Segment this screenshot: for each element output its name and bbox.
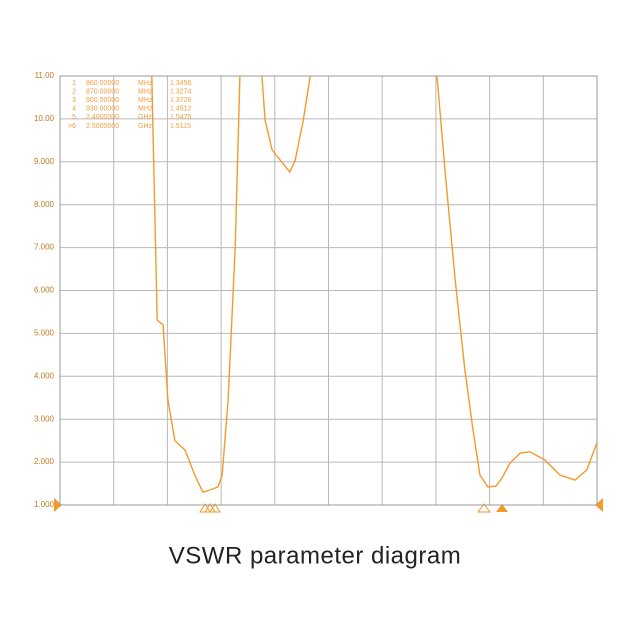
marker-frequency: 930.00000: [86, 106, 119, 113]
y-tick-label: 3.000: [34, 414, 55, 423]
y-tick-label: 11.00: [35, 71, 55, 80]
y-tick-label: 1.000: [34, 500, 55, 509]
marker-value: 1.5475: [170, 114, 192, 121]
marker-unit: MHz: [138, 80, 153, 87]
marker-frequency: 2.5000000: [86, 123, 119, 130]
ref-marker: [595, 498, 603, 512]
y-tick-label: 4.000: [34, 371, 55, 380]
marker-value: 1.3456: [170, 80, 192, 87]
y-tick-label: 10.00: [34, 114, 55, 123]
plot-frame: [59, 75, 598, 506]
y-tick-label: 7.000: [34, 243, 55, 252]
vswr-line: [151, 75, 598, 493]
marker-frequency: 900.00000: [86, 97, 119, 104]
marker-frequency: 870.00000: [86, 88, 119, 95]
marker-id: 4: [72, 106, 76, 113]
y-tick-label: 2.000: [34, 457, 55, 466]
marker-triangles: [199, 503, 491, 513]
marker-value: 1.3274: [170, 88, 192, 95]
marker-unit: GHz: [138, 123, 153, 130]
marker-frequency: 2.4000000: [86, 114, 119, 121]
y-tick-label: 5.000: [34, 329, 55, 338]
marker-frequency: 860.00000: [86, 80, 119, 87]
ref-marker: [54, 498, 62, 512]
active-marker: [496, 504, 508, 512]
marker-value: 1.5115: [170, 123, 191, 130]
marker-id: >6: [68, 123, 76, 130]
marker-id: 5: [72, 114, 76, 121]
marker-unit: MHz: [138, 97, 153, 104]
marker-unit: MHz: [138, 106, 153, 113]
marker-id: 2: [72, 88, 76, 95]
marker-unit: GHz: [138, 114, 153, 121]
marker-id: 3: [72, 97, 76, 104]
chart-title: VSWR parameter diagram: [169, 542, 461, 569]
marker-value: 1.4512: [170, 106, 192, 113]
marker-value: 1.3726: [170, 97, 192, 104]
y-tick-label: 6.000: [34, 286, 55, 295]
y-tick-label: 8.000: [34, 200, 55, 209]
y-tick-label: 9.000: [34, 157, 55, 166]
marker-unit: MHz: [138, 88, 153, 95]
marker-id: 1: [72, 80, 76, 87]
